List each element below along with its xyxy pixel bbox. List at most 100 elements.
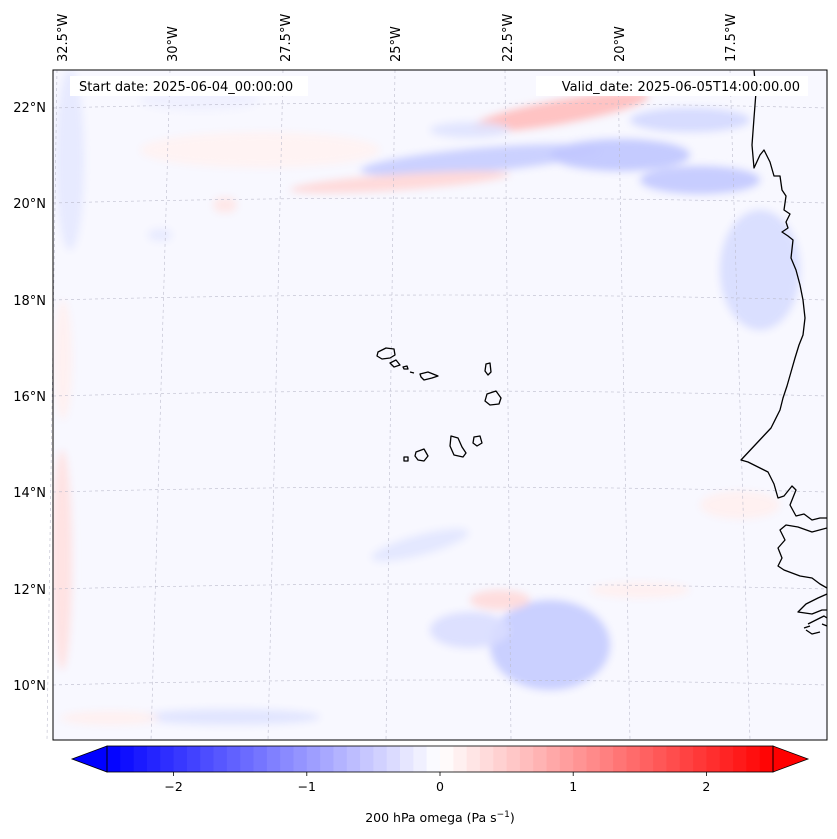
colorbar-cell — [639, 746, 654, 772]
african-coastline — [740, 70, 827, 521]
colorbar-cell — [599, 746, 614, 772]
omega-patch — [470, 590, 530, 610]
omega-patch — [640, 166, 760, 194]
lat-label: 16°N — [13, 390, 46, 405]
lat-label: 12°N — [13, 583, 46, 598]
colorbar-cell — [506, 746, 521, 772]
parallel-14 — [52, 486, 828, 493]
meridian-22.5 — [504, 69, 512, 741]
lon-label: 25°W — [389, 26, 404, 62]
omega-patch — [56, 70, 84, 250]
colorbar: −2 −1 0 1 2 200 hPa omega (Pa s−1) — [70, 745, 810, 825]
parallel-16 — [52, 390, 828, 397]
colorbar-label-prefix: 200 hPa omega (Pa s — [365, 810, 496, 825]
colorbar-cell — [613, 746, 627, 772]
lon-label: 17.5°W — [724, 14, 739, 62]
lat-label: 14°N — [13, 486, 46, 501]
meridian-27.5 — [267, 69, 284, 741]
meridian-25 — [385, 69, 396, 741]
meridian-32.5 — [46, 69, 58, 741]
colorbar-cell — [333, 746, 348, 772]
colorbar-cell — [493, 746, 507, 772]
colorbar-cell — [519, 746, 534, 772]
omega-patch — [54, 300, 72, 420]
colorbar-cell — [746, 746, 761, 772]
lat-label: 10°N — [13, 679, 46, 694]
colorbar-cell — [759, 746, 774, 772]
omega-patch — [360, 144, 600, 176]
colorbar-min-extend — [70, 745, 108, 773]
colorbar-cell — [253, 746, 268, 772]
colorbar-ticks: −2 −1 0 1 2 — [164, 772, 710, 794]
start-date-box — [70, 76, 308, 96]
colorbar-cell — [719, 746, 734, 772]
island-brava — [403, 456, 409, 462]
lat-label: 22°N — [13, 101, 46, 116]
colorbar-tick-label: 2 — [702, 779, 710, 794]
colorbar-cell — [133, 746, 148, 772]
island-santiago — [449, 435, 467, 458]
guinea-bissau-coast — [797, 593, 827, 635]
colorbar-cell — [107, 746, 121, 772]
gambia-coast — [777, 524, 827, 589]
colorbar-cell — [280, 746, 294, 772]
omega-patch — [290, 170, 510, 194]
island-fogo — [414, 448, 429, 462]
omega-patch — [213, 197, 237, 213]
meridian-30 — [150, 69, 171, 741]
colorbar-cell — [693, 746, 707, 772]
colorbar-label-suffix: ) — [510, 810, 515, 825]
colorbar-cell — [186, 746, 201, 772]
map-panel: Start date: 2025-06-04_00:00:00 Valid_da… — [13, 14, 828, 741]
colorbar-cell — [453, 746, 468, 772]
colorbar-cell — [653, 746, 667, 772]
latitude-labels: 22°N 20°N 18°N 16°N 14°N 12°N 10°N — [13, 101, 46, 694]
colorbar-label-exp: −1 — [497, 810, 510, 820]
parallel-10 — [52, 679, 828, 686]
omega-patch — [590, 582, 690, 598]
graticule — [46, 69, 828, 741]
colorbar-max-extend — [772, 745, 810, 773]
omega-patch — [720, 210, 800, 330]
colorbar-label: 200 hPa omega (Pa s−1) — [365, 810, 515, 825]
omega-field — [53, 70, 800, 725]
colorbar-cell — [413, 746, 428, 772]
colorbar-cell — [679, 746, 694, 772]
parallel-12 — [52, 583, 828, 590]
omega-patch — [140, 132, 380, 168]
omega-patch — [630, 108, 750, 132]
colorbar-cell — [293, 746, 308, 772]
colorbar-cell — [426, 746, 441, 772]
colorbar-cell — [160, 746, 174, 772]
colorbar-cell — [559, 746, 574, 772]
island-sal — [484, 362, 492, 376]
colorbar-cell — [346, 746, 361, 772]
map-frame — [52, 69, 828, 741]
colorbar-cells — [107, 746, 774, 772]
start-date-label: Start date: 2025-06-04_00:00:00 — [79, 80, 293, 95]
lon-label: 27.5°W — [279, 14, 294, 62]
omega-patch — [140, 709, 320, 725]
colorbar-cell — [533, 746, 547, 772]
island-sao-nicolau — [409, 371, 439, 381]
island-santa-luzia — [402, 365, 409, 370]
omega-patch — [60, 711, 160, 725]
meridian-20 — [617, 69, 631, 741]
colorbar-cell — [400, 746, 414, 772]
meridian-17.5 — [729, 69, 751, 741]
colorbar-cell — [320, 746, 334, 772]
lon-label: 20°W — [613, 26, 628, 62]
island-maio — [472, 435, 483, 447]
colorbar-cell — [386, 746, 401, 772]
colorbar-cell — [733, 746, 747, 772]
omega-patch — [490, 600, 610, 690]
lon-label: 22.5°W — [501, 14, 516, 62]
colorbar-tick-label: −1 — [298, 779, 316, 794]
colorbar-cell — [546, 746, 561, 772]
island-sao-vicente — [389, 359, 401, 368]
valid-date-label: Valid_date: 2025-06-05T14:00:00.00 — [562, 80, 800, 95]
colorbar-cell — [586, 746, 601, 772]
colorbar-cell — [226, 746, 241, 772]
lat-label: 18°N — [13, 294, 46, 309]
